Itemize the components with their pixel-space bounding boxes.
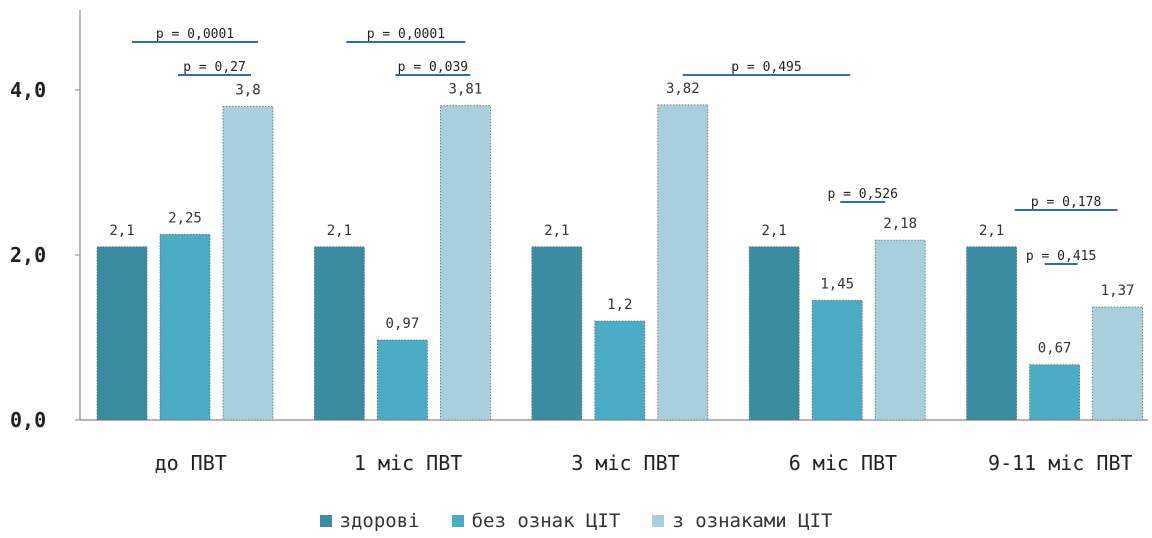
legend-swatch-with-signs [652,515,665,527]
p-value-label: p = 0,039 [398,60,468,75]
p-value-label: p = 0,178 [1031,195,1101,210]
bar [376,339,428,421]
bar [531,246,583,421]
legend-label-without-signs: без ознак ЦІТ [471,510,621,532]
p-value-label: p = 0,0001 [367,27,445,42]
bar [594,320,646,421]
legend-swatch-healthy [319,515,332,527]
legend-swatch-without-signs [451,515,464,527]
bar-value-label: 3,81 [449,82,483,98]
p-value-label: p = 0,526 [827,187,897,202]
legend-label-healthy: здорові [339,510,420,532]
bars-layer [96,104,1143,421]
bar-value-label: 2,1 [979,223,1004,239]
bar-value-label: 2,1 [762,223,787,239]
bar-value-label: 2,25 [168,210,202,226]
x-category-label: 9-11 міс ПВТ [988,451,1133,475]
p-value-label: p = 0,27 [183,60,246,75]
bar [874,239,926,421]
bar-value-label: 1,2 [607,297,632,313]
x-category-label: 1 міс ПВТ [354,451,462,475]
x-category-label: 6 міс ПВТ [789,451,897,475]
y-tick-label: 2,0 [10,243,46,267]
p-value-label: p = 0,495 [731,60,801,75]
bar-chart: 0,0 2,0 4,0 2,1 2,1 2,1 2,1 2,1 2,25 0,97 1,2 1,45… [10,10,1148,475]
bar-value-label: 0,97 [386,316,420,332]
bar [966,246,1017,421]
bar-value-label: 2,18 [883,216,917,232]
bar [811,299,863,421]
bar [222,106,274,421]
bar [313,246,365,421]
bar-value-label: 1,37 [1101,283,1135,299]
bar [1029,364,1080,421]
x-category-label: 3 міс ПВТ [571,451,679,475]
bar-value-label: 3,82 [666,81,700,97]
bar-value-label: 2,1 [327,223,352,239]
p-value-label: p = 0,415 [1026,249,1096,264]
bar [96,246,148,421]
y-tick-label: 4,0 [10,78,46,102]
bar [748,246,800,421]
bar-value-label: 1,45 [820,276,854,292]
bar [439,105,491,421]
bar [1092,306,1143,421]
x-category-label: до ПВТ [155,451,227,475]
legend-item-without-signs: без ознак ЦІТ [451,510,621,532]
bar-value-label: 2,1 [109,223,134,239]
bar-value-label: 0,67 [1038,341,1072,357]
legend-item-healthy: здорові [319,510,420,532]
bar [159,233,211,421]
legend-label-with-signs: з ознаками ЦІТ [672,510,833,532]
bar-labels-layer: 2,1 2,1 2,1 2,1 2,1 2,25 0,97 1,2 1,45 0,67 3,8 3,8… [109,81,1134,357]
legend: здорові без ознак ЦІТ з ознаками ЦІТ [0,510,1152,532]
p-value-label: p = 0,0001 [156,27,234,42]
x-axis-labels: до ПВТ 1 міс ПВТ 3 міс ПВТ 6 міс ПВТ 9-11 мі… [155,451,1133,475]
legend-item-with-signs: з ознаками ЦІТ [652,510,832,532]
bar-value-label: 2,1 [544,223,569,239]
p-value-annotations: p = 0,0001 p = 0,27 p = 0,0001 p = 0,039 p =… [132,27,1118,265]
y-tick-label: 0,0 [10,408,46,432]
bar [657,104,709,421]
bar-value-label: 3,8 [235,83,260,99]
